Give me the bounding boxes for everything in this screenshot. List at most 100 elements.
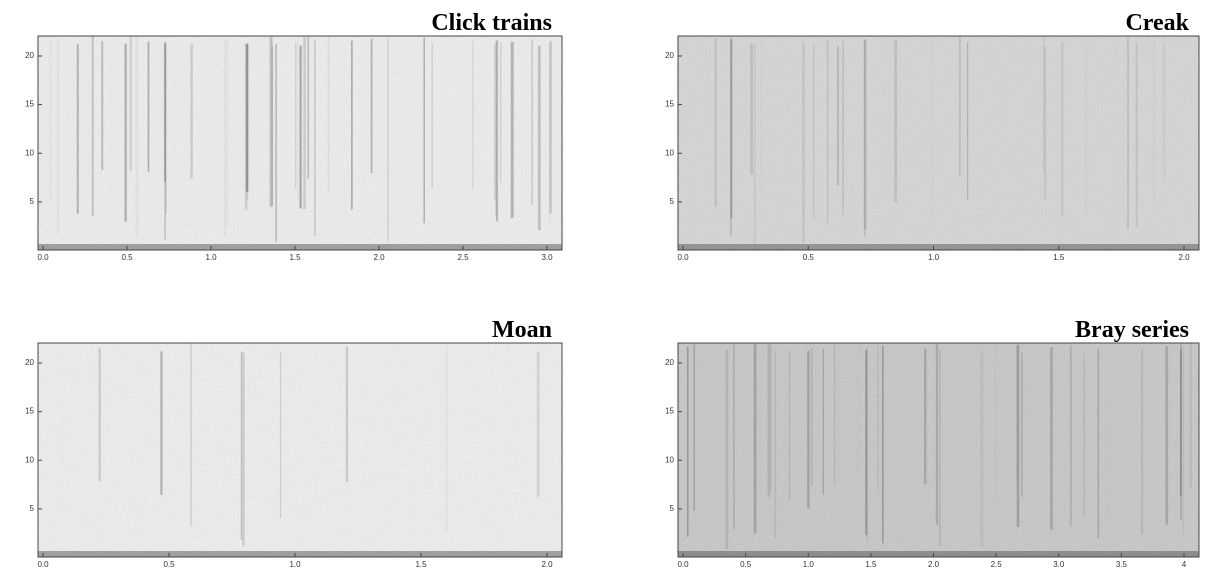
spectrogram-stripe (932, 41, 933, 216)
y-tick-label: 5 (670, 504, 675, 513)
spectrogram-stripe (297, 37, 299, 202)
spectrogram-stripe (1141, 349, 1143, 535)
spectrogram-stripe (472, 41, 474, 189)
spectrogram-stripe (858, 344, 860, 486)
spectrogram-stripe (190, 44, 192, 178)
x-tick-label: 1.0 (289, 560, 301, 569)
spectrogram-stripe (866, 347, 868, 541)
x-tick-label: 1.0 (205, 253, 217, 262)
y-tick-label: 5 (30, 197, 35, 206)
page: {"panels": [ {"title": "Click trains", "… (0, 0, 1213, 573)
spectrogram-stripe (537, 352, 540, 498)
spectrogram-stripe (1190, 343, 1191, 488)
y-tick-label: 20 (665, 358, 674, 367)
y-tick-label: 15 (25, 100, 34, 109)
panel-title: Moan (492, 317, 552, 343)
x-tick-label: 1.5 (1053, 253, 1065, 262)
spectrogram-stripe (789, 350, 790, 502)
x-tick-label: 1.0 (803, 560, 815, 569)
spectrogram-stripe (500, 42, 501, 183)
spectrogram-stripe (687, 346, 689, 536)
spectrogram-stripe (1043, 36, 1044, 174)
spectrogram-stripe (275, 44, 277, 242)
spectrogram-stripe (1017, 345, 1020, 527)
spectrogram-stripe (303, 37, 306, 210)
x-tick-label: 0.0 (677, 253, 689, 262)
y-tick-label: 10 (25, 148, 34, 157)
panel-title: Click trains (431, 10, 552, 36)
spectrogram-stripe (511, 42, 514, 218)
spectrogram-stripe (767, 344, 770, 523)
panel-title: Bray series (1075, 317, 1189, 343)
spectrogram-stripe (731, 39, 733, 218)
y-tick-label: 5 (670, 197, 675, 206)
x-tick-label: 2.5 (457, 253, 469, 262)
spectrogram-stripe (837, 46, 839, 185)
x-tick-label: 2.0 (928, 560, 940, 569)
x-tick-label: 0.5 (121, 253, 133, 262)
spectrogram-stripe (57, 42, 60, 234)
x-tick-label: 2.0 (541, 560, 553, 569)
y-tick-label: 5 (30, 504, 35, 513)
spectrogram-stripe (1165, 346, 1168, 524)
y-tick-label: 15 (25, 407, 34, 416)
spectrogram-stripe (811, 348, 812, 486)
spectrogram-floor (678, 244, 1199, 250)
x-tick-label: 1.5 (865, 560, 877, 569)
spectrogram-floor (38, 244, 562, 250)
x-tick-label: 1.5 (289, 253, 301, 262)
x-tick-label: 3.5 (1116, 560, 1128, 569)
x-tick-label: 2.0 (1178, 253, 1190, 262)
y-tick-label: 10 (665, 455, 674, 464)
spectrogram-stripe (432, 43, 433, 188)
spectrogram-stripe (225, 40, 226, 238)
spectrogram-stripe (982, 43, 984, 178)
spectrogram-stripe (1061, 42, 1063, 216)
spectrogram-stripe (877, 345, 879, 492)
spectrogram-floor (678, 551, 1199, 557)
spectrogram-stripe (1021, 353, 1022, 497)
y-tick-label: 20 (25, 358, 34, 367)
spectrogram-stripe (1183, 346, 1184, 533)
spectrogram-stripe (92, 37, 94, 216)
spectrogram-stripe (494, 44, 495, 200)
spectrogram-stripe (423, 37, 425, 223)
spectrogram-stripe (328, 36, 330, 191)
spectrogram-stripe (733, 344, 734, 528)
spectrogram-stripe (136, 37, 139, 238)
x-tick-label: 1.5 (415, 560, 427, 569)
spectrogram-stripe (693, 344, 695, 510)
x-tick-label: 0.5 (740, 560, 752, 569)
y-tick-label: 20 (665, 51, 674, 60)
spectrogram-stripe (775, 350, 777, 538)
spectrogram-stripe (496, 40, 498, 221)
y-tick-label: 10 (665, 148, 674, 157)
spectrogram-stripe (346, 347, 348, 482)
spectrogram-stripe (924, 349, 926, 485)
spectrogram-stripe (314, 41, 315, 237)
spectrogram-stripe (531, 39, 533, 205)
spectrogram-stripe (802, 43, 805, 242)
spectrogram-stripe (1050, 347, 1053, 530)
spectrogram-stripe (88, 37, 89, 188)
x-tick-label: 2.5 (991, 560, 1003, 569)
spectrogram-stripe (754, 44, 756, 245)
x-tick-label: 0.0 (37, 253, 49, 262)
spectrogram-floor (38, 551, 562, 557)
spectrogram-stripe (1180, 343, 1181, 519)
spectrogram-stripe (1108, 351, 1110, 524)
spectrogram-stripe (299, 46, 301, 209)
spectrogram-stripe (160, 351, 162, 494)
spectrogram-stripe (1098, 349, 1100, 538)
spectrogram-stripe (842, 43, 843, 219)
spectrogram-stripe (227, 38, 229, 226)
spectrogram-noise (678, 36, 1199, 250)
spectrogram-stripe (750, 44, 753, 175)
spectrogram-stripe (894, 39, 897, 202)
spectrogram-stripe (967, 42, 968, 200)
spectrogram-stripe (1085, 44, 1087, 216)
y-tick-label: 15 (665, 100, 674, 109)
spectrogram-stripe (241, 351, 242, 539)
x-tick-label: 3.0 (1053, 560, 1065, 569)
spectrogram-stripe (1164, 45, 1166, 180)
